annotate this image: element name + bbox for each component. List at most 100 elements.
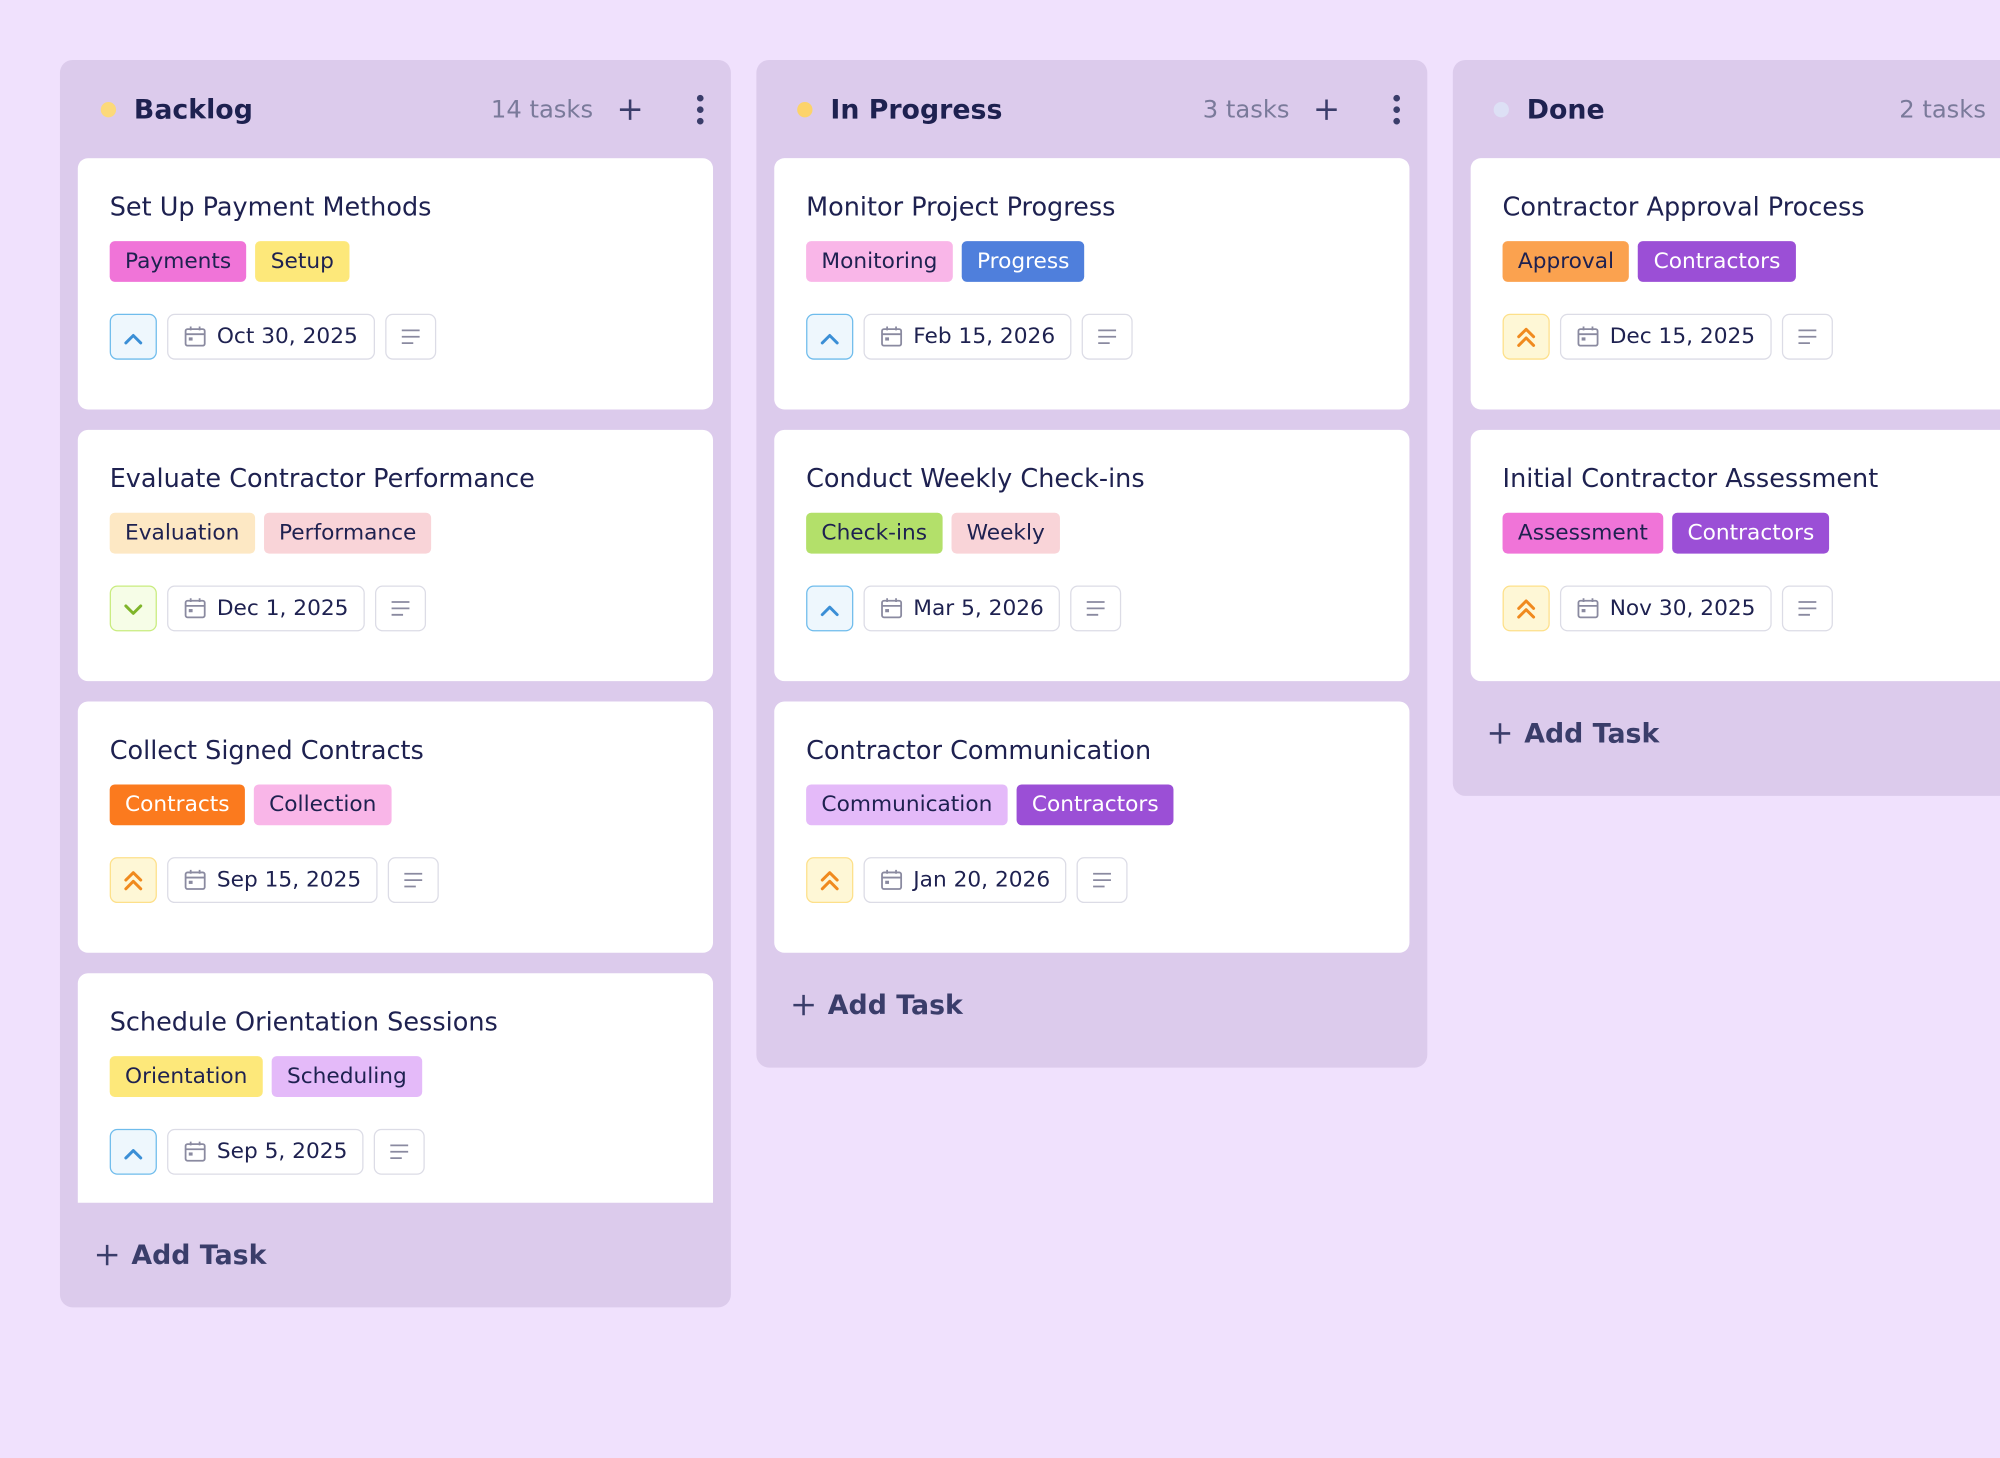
- plus: [96, 1244, 119, 1267]
- task-card[interactable]: Conduct Weekly Check-ins Check-ins Weekly M…: [774, 429, 1410, 682]
- notes[interactable]: [375, 585, 427, 632]
- priority[interactable]: [109, 313, 157, 360]
- tag: Contracts: [109, 784, 245, 826]
- task-card[interactable]: Evaluate Contractor Performance Evaluatio…: [77, 429, 714, 682]
- calendar-icon: [184, 1141, 206, 1162]
- card-footer: Nov 30, 2025: [1502, 585, 2000, 632]
- due-date[interactable]: Feb 15, 2026: [863, 313, 1072, 360]
- due-date[interactable]: Jan 20, 2026: [863, 857, 1067, 904]
- tag: Monitoring: [806, 241, 953, 282]
- add-task-label: Add Task: [1524, 718, 1660, 749]
- priority[interactable]: [109, 585, 157, 632]
- priority[interactable]: [1502, 585, 1550, 632]
- date-text: Jan 20, 2026: [913, 867, 1051, 893]
- tags: Evaluation Performance: [109, 512, 681, 554]
- menu-button-icon: [1393, 94, 1400, 124]
- column: Done 2 tasks Contractor Approval Process Ap…: [1452, 59, 2000, 796]
- plus-icon: [793, 994, 814, 1016]
- column: In Progress 3 tasks Monitor Project Progre…: [756, 59, 1428, 1068]
- add-button[interactable]: [1312, 95, 1340, 123]
- due-date[interactable]: Dec 15, 2025: [1559, 313, 1772, 360]
- plus-icon: [1489, 723, 1511, 744]
- tag: Progress: [961, 241, 1085, 282]
- notes-icon: [390, 1144, 409, 1160]
- priority[interactable]: [109, 1128, 157, 1175]
- column-header: Done 2 tasks: [1453, 60, 2000, 158]
- task-card[interactable]: Set Up Payment Methods Payments Setup Oct 3…: [77, 158, 714, 410]
- tags: Communication Contractors: [806, 784, 1377, 826]
- task-card[interactable]: Monitor Project Progress Monitoring Progre…: [774, 158, 1410, 410]
- priority-icon: [124, 871, 143, 891]
- card-footer: Jan 20, 2026: [806, 857, 1377, 904]
- task-card[interactable]: Collect Signed Contracts Contracts Collect…: [77, 701, 714, 953]
- calendar: [880, 597, 903, 620]
- notes[interactable]: [374, 1128, 426, 1175]
- task-card[interactable]: Schedule Orientation Sessions Orientation…: [77, 973, 714, 1203]
- tag: Evaluation: [109, 512, 255, 554]
- menu-button[interactable]: [695, 92, 705, 125]
- add-task[interactable]: Add Task: [1453, 671, 2000, 796]
- calendar-icon: [1577, 326, 1599, 347]
- card-title: Collect Signed Contracts: [109, 734, 424, 766]
- task-card[interactable]: Contractor Approval Process Approval Contr…: [1470, 158, 2000, 410]
- task-count: 14 tasks: [490, 95, 594, 124]
- notes-icon: [1093, 872, 1112, 888]
- due-date[interactable]: Sep 5, 2025: [167, 1128, 364, 1175]
- column-title: Backlog: [133, 93, 253, 125]
- due-date[interactable]: Dec 1, 2025: [167, 585, 366, 632]
- tags: Approval Contractors: [1502, 241, 2000, 282]
- notes[interactable]: [384, 313, 436, 360]
- menu-button[interactable]: [1392, 92, 1402, 125]
- due-date[interactable]: Sep 15, 2025: [167, 857, 378, 904]
- calendar-icon: [184, 869, 206, 890]
- due-date[interactable]: Mar 5, 2026: [863, 585, 1061, 632]
- notes[interactable]: [387, 857, 439, 904]
- tag: Setup: [255, 241, 350, 282]
- notes[interactable]: [1781, 313, 1833, 360]
- card-footer: Feb 15, 2026: [806, 313, 1377, 360]
- priority[interactable]: [1502, 313, 1550, 360]
- task-card[interactable]: Contractor Communication Communication Con…: [774, 701, 1410, 953]
- status-dot: [100, 101, 117, 117]
- add-task[interactable]: Add Task: [60, 1203, 731, 1308]
- status-dot: [797, 101, 813, 117]
- notes[interactable]: [1782, 585, 1834, 632]
- date-text: Nov 30, 2025: [1609, 595, 1756, 622]
- priority-icon: [1517, 599, 1536, 619]
- notes[interactable]: [1070, 585, 1122, 632]
- add-task[interactable]: Add Task: [756, 943, 1427, 1068]
- card-title: Schedule Orientation Sessions: [109, 1006, 498, 1037]
- notes-icon: [404, 872, 423, 888]
- due-date[interactable]: Nov 30, 2025: [1559, 585, 1773, 632]
- tag: Contractors: [1638, 241, 1796, 282]
- priority[interactable]: [806, 585, 854, 632]
- priority-icon: [820, 605, 839, 617]
- tag: Payments: [109, 241, 247, 282]
- add-task-label: Add Task: [827, 989, 963, 1021]
- tag: Collection: [253, 784, 392, 826]
- date-text: Dec 1, 2025: [216, 595, 349, 622]
- task-card[interactable]: Initial Contractor Assessment Assessment C…: [1470, 429, 2000, 682]
- calendar-icon: [1577, 598, 1599, 619]
- priority[interactable]: [109, 857, 157, 904]
- menu-button-icon: [696, 94, 704, 124]
- notes[interactable]: [1076, 857, 1128, 904]
- priority-icon: [1517, 327, 1536, 347]
- due-date[interactable]: Oct 30, 2025: [167, 313, 375, 360]
- priority[interactable]: [806, 857, 854, 904]
- tag: Assessment: [1502, 512, 1664, 554]
- calendar-icon: [881, 598, 903, 619]
- notes[interactable]: [1081, 313, 1133, 360]
- tag: Orientation: [109, 1056, 263, 1097]
- calendar: [184, 869, 207, 892]
- priority-icon: [124, 334, 143, 345]
- add-button-icon: [619, 98, 641, 120]
- tags: Assessment Contractors: [1502, 512, 2000, 554]
- column-header: Backlog 14 tasks: [60, 60, 731, 158]
- priority[interactable]: [806, 313, 854, 360]
- tags: Payments Setup: [109, 241, 681, 282]
- calendar: [1577, 325, 1600, 348]
- add-button[interactable]: [616, 95, 644, 123]
- date-text: Mar 5, 2026: [913, 595, 1044, 622]
- priority-icon: [820, 334, 839, 345]
